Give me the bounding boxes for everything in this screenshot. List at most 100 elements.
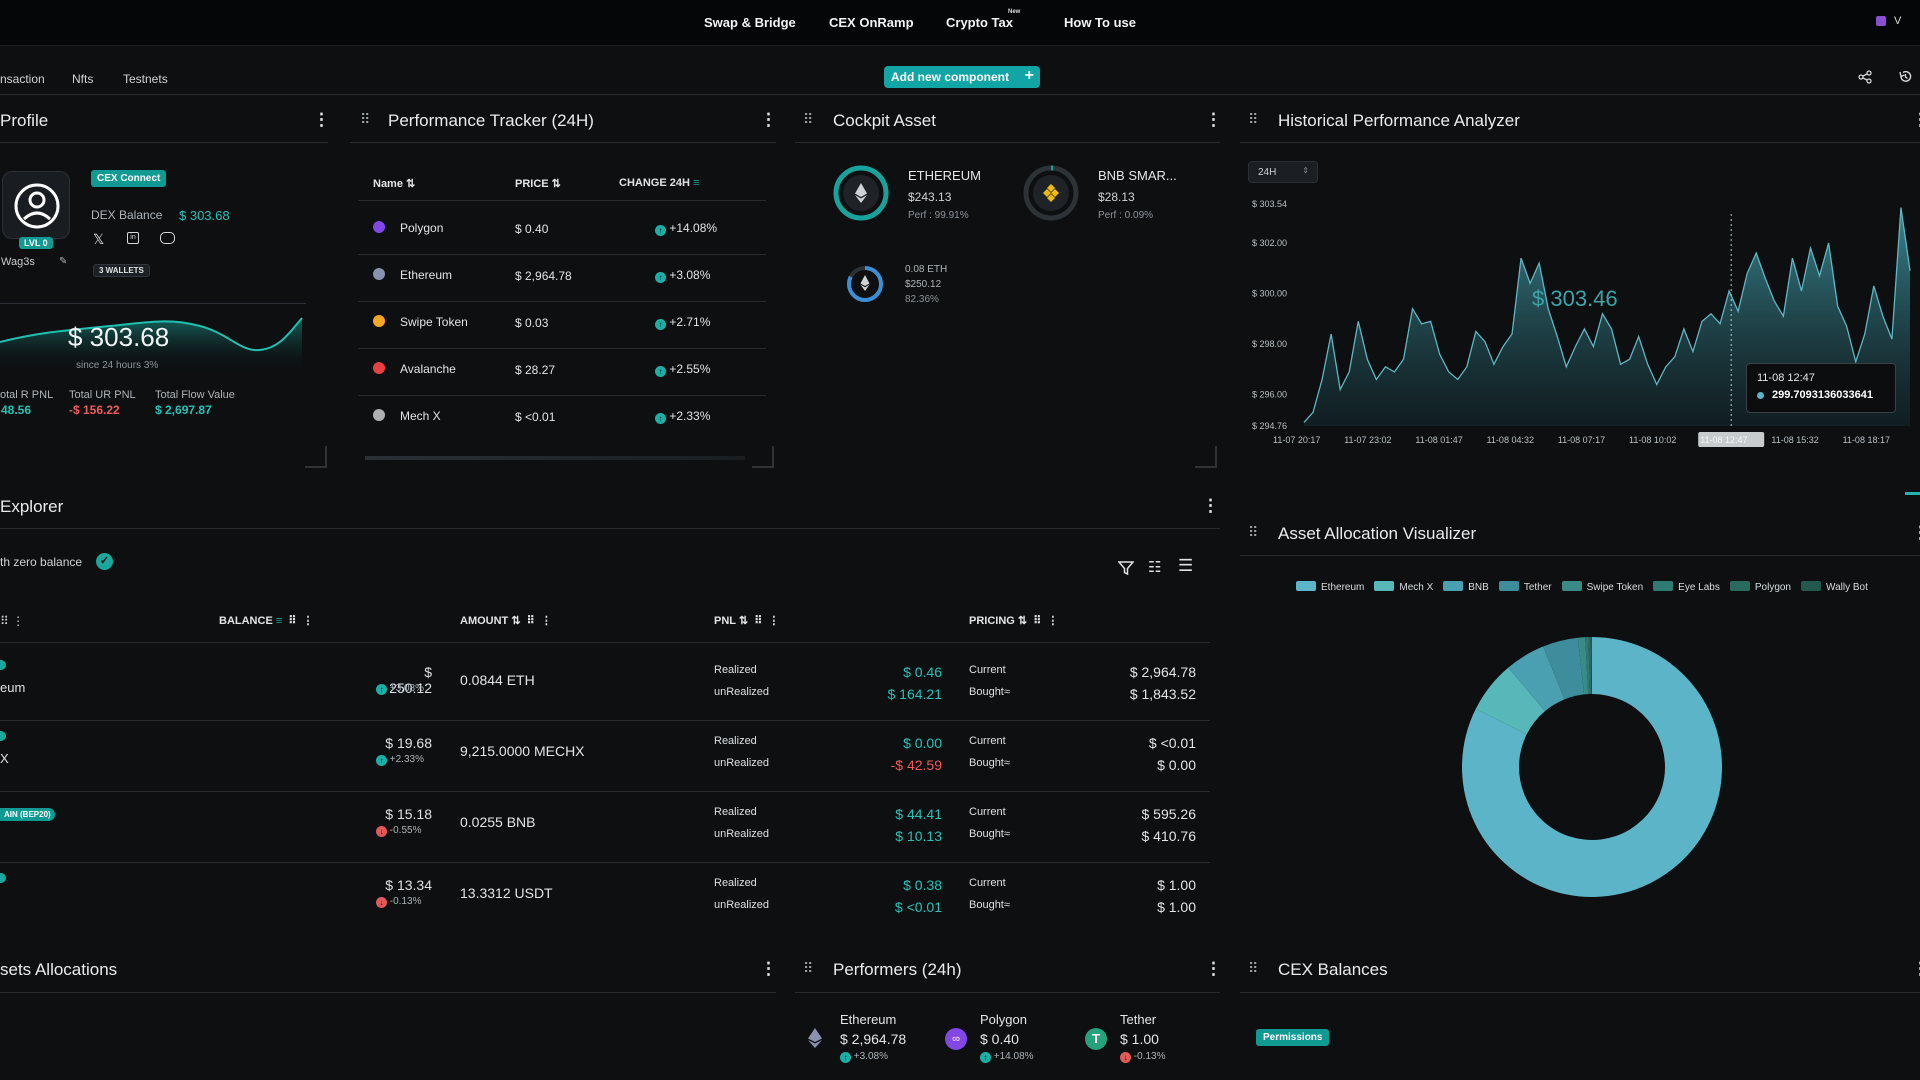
- col-pricing-header[interactable]: PRICING ⇅ ⠿ ⋮: [969, 615, 1059, 627]
- col-amount-header[interactable]: AMOUNT ⇅ ⠿ ⋮: [460, 615, 552, 627]
- explorer-menu-icon[interactable]: ⋮: [1202, 496, 1219, 515]
- explorer-row[interactable]: $ 13.34 ↓ -0.13% 13.3312 USDT Realized unRea…: [0, 863, 1210, 933]
- donut-slice[interactable]: [1577, 637, 1589, 695]
- cockpit-menu-icon[interactable]: ⋮: [1205, 110, 1222, 129]
- y-tick-label: $ 296.00: [1252, 390, 1287, 400]
- col-price-header[interactable]: PRICE ⇅: [515, 178, 561, 190]
- drag-handle-icon[interactable]: ⠿: [803, 111, 813, 127]
- density-icon[interactable]: ☰: [1178, 556, 1194, 575]
- divider: [1240, 142, 1920, 143]
- legend-item[interactable]: Wally Bot: [1801, 581, 1868, 593]
- explorer-title: Explorer: [0, 497, 64, 516]
- profile-title: Profile: [0, 111, 49, 130]
- allocation-menu-icon[interactable]: ⋮: [1912, 523, 1920, 543]
- donut-slice[interactable]: [1543, 637, 1585, 700]
- x-twitter-icon[interactable]: 𝕏: [93, 231, 105, 247]
- tab-transaction[interactable]: nsaction: [0, 72, 45, 86]
- divider: [0, 791, 1210, 792]
- cockpit-asset-bnb-value: $28.13: [1098, 190, 1135, 204]
- linkedin-icon[interactable]: in: [127, 232, 139, 244]
- explorer-row-value: $ 250.12: [389, 664, 432, 696]
- col-pnl-header[interactable]: PNL ⇅ ⠿ ⋮: [714, 615, 780, 627]
- donut-slice[interactable]: [1588, 637, 1592, 695]
- tracker-row-price: $ 2,964.78: [515, 269, 572, 283]
- wallets-count-badge[interactable]: 3 WALLETS: [93, 264, 150, 277]
- legend-item[interactable]: Polygon: [1729, 581, 1791, 593]
- tab-nfts[interactable]: Nfts: [72, 72, 94, 86]
- cex-menu-icon[interactable]: ⋮: [1912, 959, 1920, 979]
- tracker-row[interactable]: Mech X $ <0.01 ↑ +2.33%: [358, 396, 766, 442]
- legend-item[interactable]: Mech X: [1374, 581, 1433, 593]
- drag-handle-icon[interactable]: ⠿: [1248, 524, 1258, 540]
- legend-label: Polygon: [1754, 582, 1791, 593]
- col-name-header[interactable]: Name ⇅: [373, 178, 416, 190]
- explorer-row[interactable]: AIN (BEP20) $ 15.18 ↓ -0.55% 0.0255 BNB Real…: [0, 792, 1210, 862]
- donut-slice[interactable]: [1585, 637, 1590, 695]
- explorer-row[interactable]: X $ 19.68 ↑ +2.33% 9,215.0000 MECHX Realized…: [0, 721, 1210, 791]
- range-select-value: 24H: [1258, 167, 1277, 178]
- historical-area-chart[interactable]: $ 303.54 $ 302.00 $ 300.00 $ 298.00 $ 296.00…: [1240, 196, 1920, 456]
- discord-icon[interactable]: [160, 232, 175, 244]
- tab-testnets[interactable]: Testnets: [123, 72, 168, 86]
- edit-icon[interactable]: ✎: [59, 256, 68, 267]
- user-menu-chevron[interactable]: V: [1894, 15, 1902, 27]
- donut-slice[interactable]: [1508, 646, 1565, 712]
- drag-handle-icon[interactable]: ⠿: [360, 111, 370, 127]
- columns-icon[interactable]: ☷: [1148, 559, 1162, 576]
- performers-menu-icon[interactable]: ⋮: [1205, 959, 1222, 978]
- drag-handle-icon[interactable]: ⠿: [803, 960, 813, 976]
- legend-item[interactable]: Eye Labs: [1653, 581, 1720, 593]
- donut-slice[interactable]: [1590, 637, 1592, 695]
- tracker-row[interactable]: Avalanche $ 28.27 ↑ +2.55%: [358, 349, 766, 395]
- drag-handle-icon[interactable]: ⠿: [1248, 960, 1258, 976]
- assets-allocations-panel: sets Allocations ⋮: [0, 950, 777, 1080]
- legend-item[interactable]: Ethereum: [1296, 581, 1364, 593]
- tracker-row[interactable]: Ethereum $ 2,964.78 ↑ +3.08%: [358, 255, 766, 301]
- tracker-row[interactable]: Polygon $ 0.40 ↑ +14.08%: [358, 208, 766, 254]
- avatar[interactable]: [2, 171, 70, 239]
- nav-crypto-tax[interactable]: Crypto Tax: [946, 15, 1013, 30]
- legend-item[interactable]: Tether: [1498, 581, 1552, 593]
- explorer-row-realized-label: Realized: [714, 877, 757, 889]
- explorer-row-amount: 9,215.0000 MECHX: [460, 743, 585, 759]
- scroll-indicator[interactable]: [1905, 492, 1920, 495]
- col-change-header[interactable]: CHANGE 24H ≡: [619, 177, 700, 189]
- resize-handle[interactable]: [305, 446, 327, 468]
- resize-handle[interactable]: [1195, 446, 1217, 468]
- cex-balances-panel: ⠿ CEX Balances ⋮ Permissions: [1240, 950, 1920, 1080]
- nav-swap-bridge[interactable]: Swap & Bridge: [704, 15, 796, 30]
- add-component-button[interactable]: Add new component +: [884, 66, 1040, 88]
- cex-connect-button[interactable]: CEX Connect: [91, 170, 167, 187]
- zero-balance-toggle-check[interactable]: ✓: [96, 553, 113, 570]
- permissions-button[interactable]: Permissions: [1256, 1029, 1330, 1046]
- tracker-row-change: ↑ +2.33%: [655, 409, 710, 424]
- cex-title: CEX Balances: [1278, 960, 1388, 979]
- resize-handle[interactable]: [752, 446, 774, 468]
- donut-slice[interactable]: [1462, 637, 1722, 897]
- legend-item[interactable]: Swipe Token: [1561, 581, 1643, 593]
- bnb-ring-icon: [1023, 165, 1079, 221]
- x-tick-label: 11-07 20:17: [1273, 435, 1320, 445]
- select-arrows-icon: ⇕: [1302, 166, 1309, 175]
- range-select[interactable]: 24H ⇕: [1248, 161, 1318, 183]
- history-icon[interactable]: [1898, 69, 1913, 84]
- nav-how-to-use[interactable]: How To use: [1064, 15, 1136, 30]
- share-icon[interactable]: [1858, 70, 1872, 84]
- filter-icon[interactable]: [1118, 560, 1134, 576]
- explorer-row-bought-label: Bought≈: [969, 899, 1010, 911]
- tracker-row-price: $ 28.27: [515, 363, 556, 377]
- profile-menu-icon[interactable]: ⋮: [313, 110, 330, 129]
- tracker-menu-icon[interactable]: ⋮: [760, 110, 777, 129]
- tracker-row[interactable]: Swipe Token $ 0.03 ↑ +2.71%: [358, 302, 766, 348]
- historical-menu-icon[interactable]: ⋮: [1912, 110, 1920, 130]
- col-balance-header[interactable]: BALANCE ≡ ⠿ ⋮: [219, 615, 314, 627]
- user-avatar-icon[interactable]: [1876, 16, 1886, 26]
- assets-alloc-menu-icon[interactable]: ⋮: [760, 959, 777, 978]
- col-first-actions[interactable]: ⠿ ⋮: [0, 614, 25, 628]
- drag-handle-icon[interactable]: ⠿: [1248, 111, 1258, 127]
- legend-item[interactable]: BNB: [1443, 581, 1489, 593]
- allocation-donut-chart[interactable]: [1452, 627, 1732, 907]
- explorer-row[interactable]: eum $ 250.12 ↑ +3.08% 0.0844 ETH Realized unR…: [0, 650, 1210, 720]
- nav-cex-onramp[interactable]: CEX OnRamp: [829, 15, 914, 30]
- donut-slice[interactable]: [1475, 667, 1545, 735]
